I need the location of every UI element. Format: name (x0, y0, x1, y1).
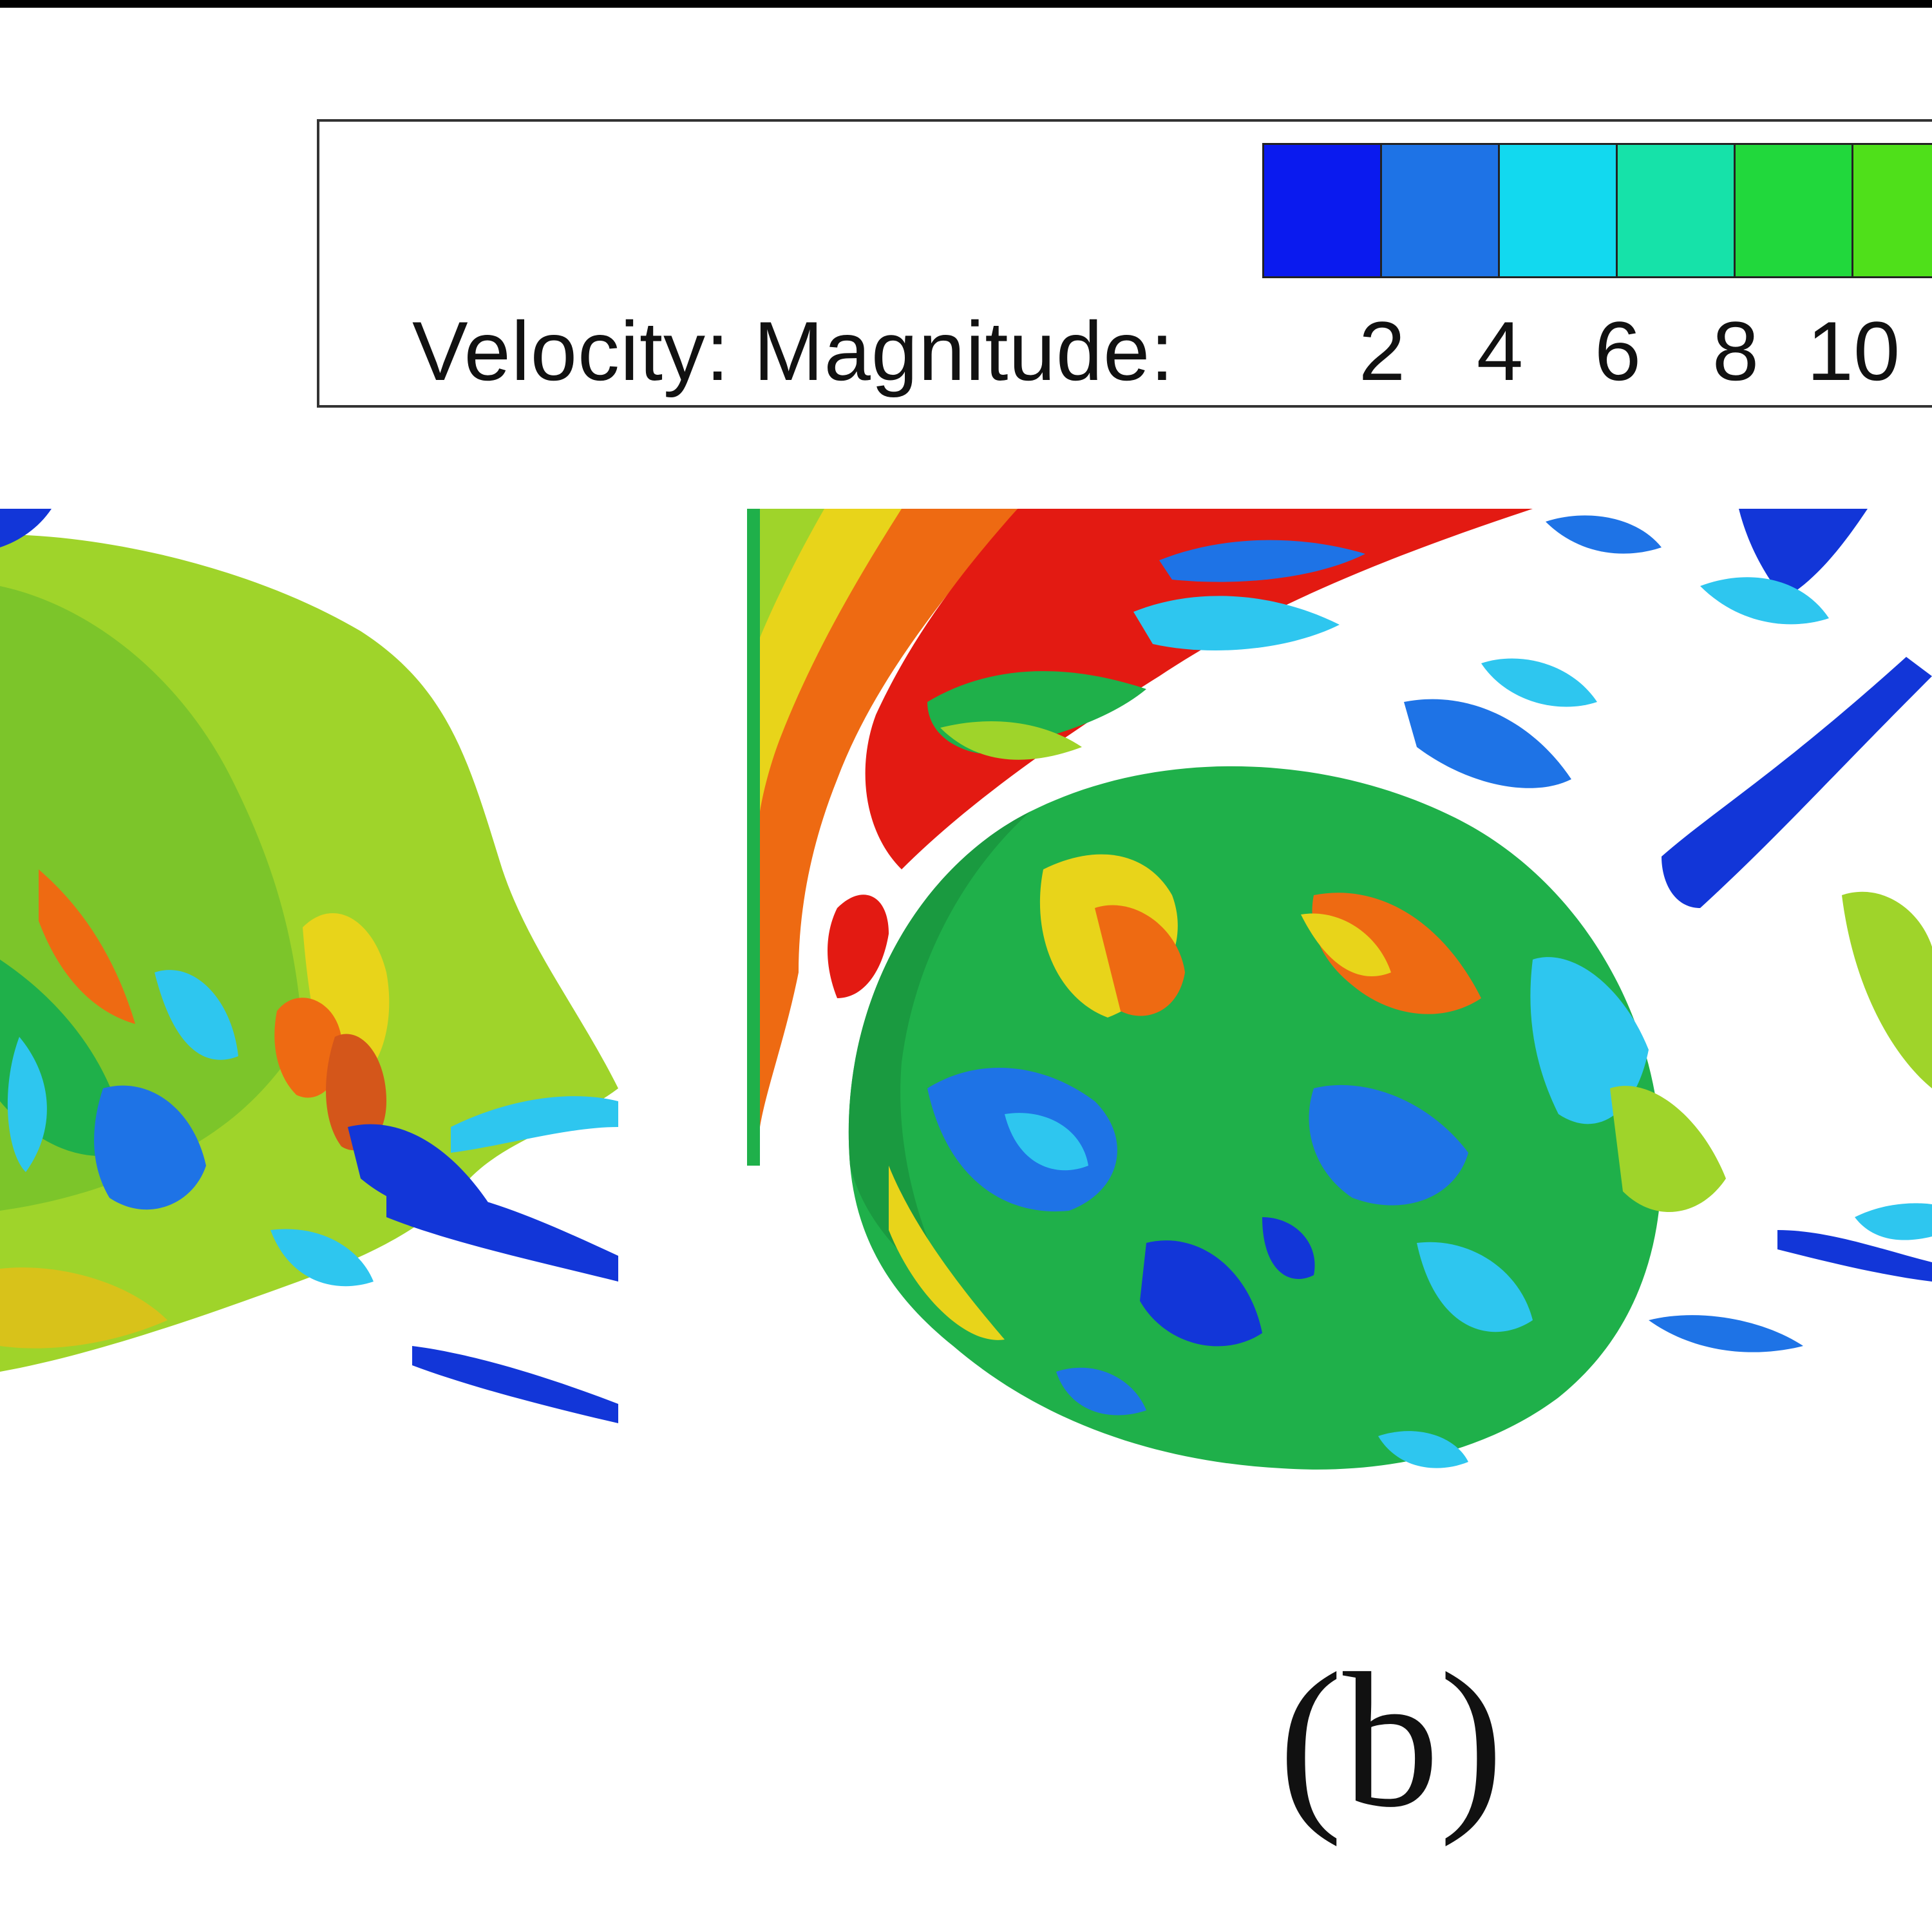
colorbar-swatches (1262, 143, 1932, 278)
top-border-rule (0, 0, 1932, 8)
legend-title: Velocity: Magnitude: (412, 304, 1175, 398)
legend-swatch (1616, 143, 1736, 278)
legend-tick-label: 2 (1358, 304, 1406, 398)
legend-tick-label: 4 (1476, 304, 1524, 398)
legend-swatch (1852, 143, 1932, 278)
legend-tick-label: 8 (1712, 304, 1759, 398)
legend-tick-label: 10 (1806, 304, 1900, 398)
legend-swatch (1262, 143, 1382, 278)
legend-swatch (1380, 143, 1500, 278)
right-panel-render (747, 509, 1932, 1470)
flow-visualization (0, 509, 1932, 1470)
legend-tick-label: 6 (1594, 304, 1642, 398)
legend-swatch (1734, 143, 1853, 278)
legend-swatch (1498, 143, 1618, 278)
left-panel-render (0, 509, 618, 1423)
panel-label-b: (b) (1278, 1633, 1504, 1847)
